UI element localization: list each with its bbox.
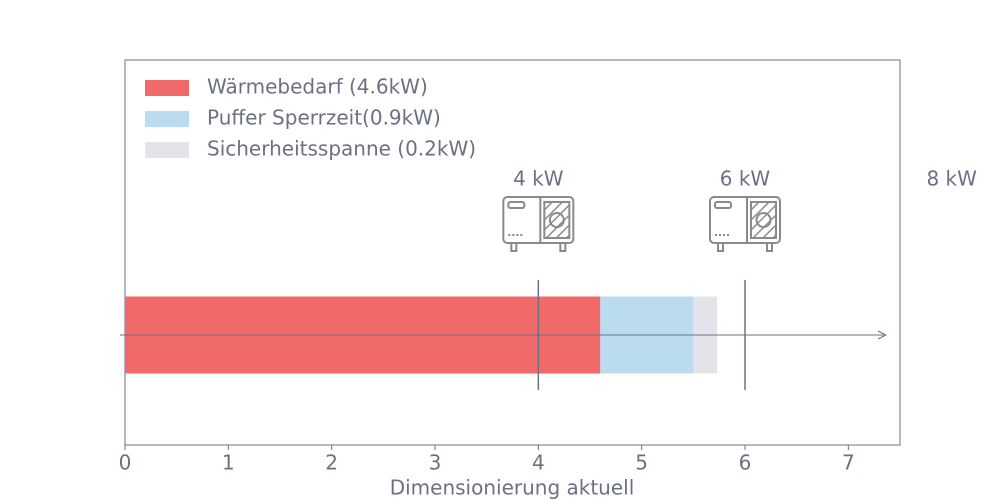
icon-fan-ring [755,212,772,228]
legend-swatch [145,80,189,96]
x-axis-label: Dimensionierung aktuell [390,476,635,500]
marker-label: 8 kW [926,167,977,191]
icon-panel [507,201,526,209]
x-tick-label: 6 [739,451,752,475]
x-tick-label: 7 [842,451,855,475]
marker-label: 6 kW [720,167,771,191]
legend-swatch [145,142,189,158]
x-tick-label: 4 [532,451,545,475]
icon-hatch [750,201,777,239]
legend-label: Puffer Sperrzeit(0.9kW) [207,106,441,130]
x-tick-label: 5 [635,451,648,475]
icon-feet [717,243,773,252]
icon-feet [510,243,567,252]
icon-fan-ring [548,212,565,228]
icon-body [502,196,575,244]
heat-pump-icon [709,196,781,252]
icon-hatch [543,201,570,239]
x-tick-label: 0 [119,451,132,475]
x-tick-label: 3 [429,451,442,475]
icon-panel [714,201,732,209]
heat-pump-icon [502,196,575,252]
x-tick-label: 1 [222,451,235,475]
plot-frame [124,59,901,446]
arrow-head [877,330,888,340]
icon-body [709,196,781,244]
legend-label: Sicherheitsspanne (0.2kW) [207,137,476,161]
marker-label: 4 kW [513,167,564,191]
legend-label: Wärmebedarf (4.6kW) [207,75,428,99]
x-tick-label: 2 [325,451,338,475]
legend-swatch [145,111,189,127]
